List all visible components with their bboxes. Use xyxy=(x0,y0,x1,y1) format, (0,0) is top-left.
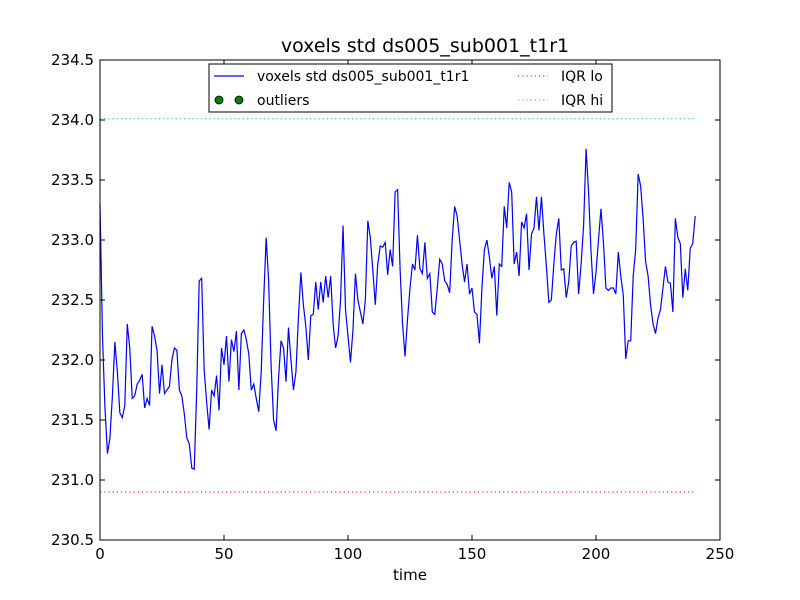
y-tick-label: 233.5 xyxy=(51,171,94,189)
x-tick-label: 150 xyxy=(458,545,487,563)
plot-area xyxy=(99,118,696,493)
legend-label: voxels std ds005_sub001_t1r1 xyxy=(257,69,469,85)
chart-title: voxels std ds005_sub001_t1r1 xyxy=(281,35,569,57)
legend-box xyxy=(208,63,613,113)
y-tick-label: 231.5 xyxy=(51,411,94,429)
y-tick-label: 232.5 xyxy=(51,291,94,309)
legend-swatch xyxy=(234,95,244,105)
legend-label: IQR hi xyxy=(561,93,603,109)
y-tick-label: 233.0 xyxy=(51,231,94,249)
legend-label: IQR lo xyxy=(561,69,603,85)
series-line-0 xyxy=(99,148,696,471)
y-tick-label: 231.0 xyxy=(51,471,94,489)
y-tick-label: 232.0 xyxy=(51,351,94,369)
legend-swatch xyxy=(214,95,224,105)
x-tick-label: 200 xyxy=(582,545,611,563)
legend-label: outliers xyxy=(257,93,309,109)
x-tick-label: 250 xyxy=(706,545,735,563)
x-axis-label: time xyxy=(393,566,427,584)
x-tick-label: 0 xyxy=(95,545,105,563)
axis-ticks: 0 50 100 150 200 250 230.5 231.0 231.5 232.0 232.5… xyxy=(51,51,734,563)
y-tick-label: 234.5 xyxy=(51,51,94,69)
legend: voxels std ds005_sub001_t1r1 outliers IQR … xyxy=(208,63,613,113)
y-tick-label: 234.0 xyxy=(51,111,94,129)
y-tick-label: 230.5 xyxy=(51,531,94,549)
x-tick-label: 100 xyxy=(334,545,363,563)
x-tick-label: 50 xyxy=(214,545,233,563)
